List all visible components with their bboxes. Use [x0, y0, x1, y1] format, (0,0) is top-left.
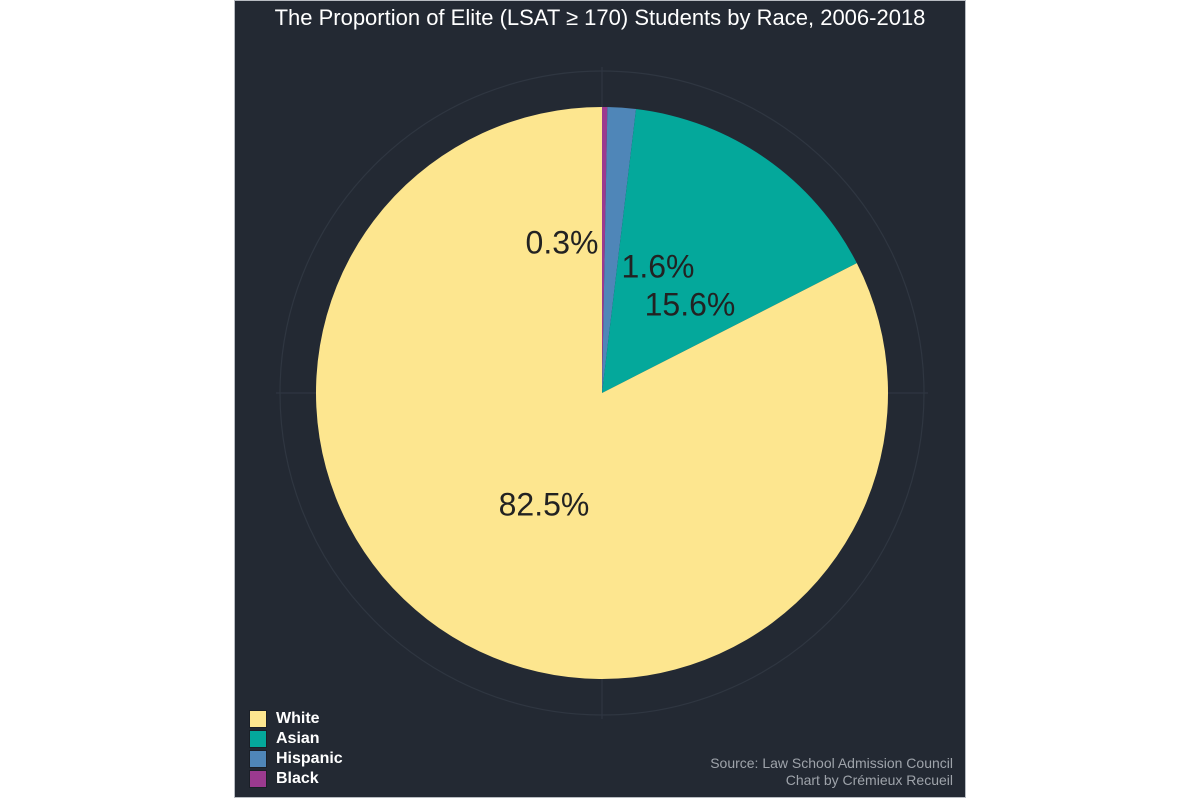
- slice-asian: [602, 109, 857, 393]
- slice-label-white: 82.5%: [499, 486, 590, 522]
- source-note: Source: Law School Admission Council: [710, 755, 953, 771]
- slice-labels: 0.3% 1.6%15.6% 82.5%: [499, 224, 736, 522]
- chart-figure: The Proportion of Elite (LSAT ≥ 170) Stu…: [234, 0, 966, 798]
- legend-swatch-black: [249, 770, 267, 788]
- footnote: Source: Law School Admission Council Cha…: [710, 755, 953, 789]
- slice-label-black: 0.3%: [526, 224, 599, 260]
- legend-swatch-asian: [249, 730, 267, 748]
- legend-label-white: White: [276, 710, 320, 727]
- legend: White Asian Hispanic Black: [249, 709, 343, 789]
- slice-hispanic: [602, 107, 637, 393]
- polar-grid: [276, 67, 928, 719]
- slice-label-hispanic: 1.6%: [622, 248, 695, 284]
- legend-label-black: Black: [276, 770, 319, 787]
- legend-item-white: White: [249, 709, 343, 729]
- slice-white: [316, 107, 889, 679]
- slice-black: [602, 107, 608, 393]
- pie-slices: [316, 107, 889, 679]
- slice-label-asian: 15.6%: [645, 286, 736, 322]
- legend-label-asian: Asian: [276, 730, 320, 747]
- credit-note: Chart by Crémieux Recueil: [785, 772, 953, 788]
- legend-item-asian: Asian: [249, 729, 343, 749]
- legend-label-hispanic: Hispanic: [276, 750, 343, 767]
- legend-swatch-hispanic: [249, 750, 267, 768]
- chart-title: The Proportion of Elite (LSAT ≥ 170) Stu…: [274, 5, 926, 30]
- legend-swatch-white: [249, 710, 267, 728]
- legend-item-black: Black: [249, 769, 343, 789]
- pie-chart: 0.3% 1.6%15.6% 82.5%: [276, 67, 928, 719]
- legend-item-hispanic: Hispanic: [249, 749, 343, 769]
